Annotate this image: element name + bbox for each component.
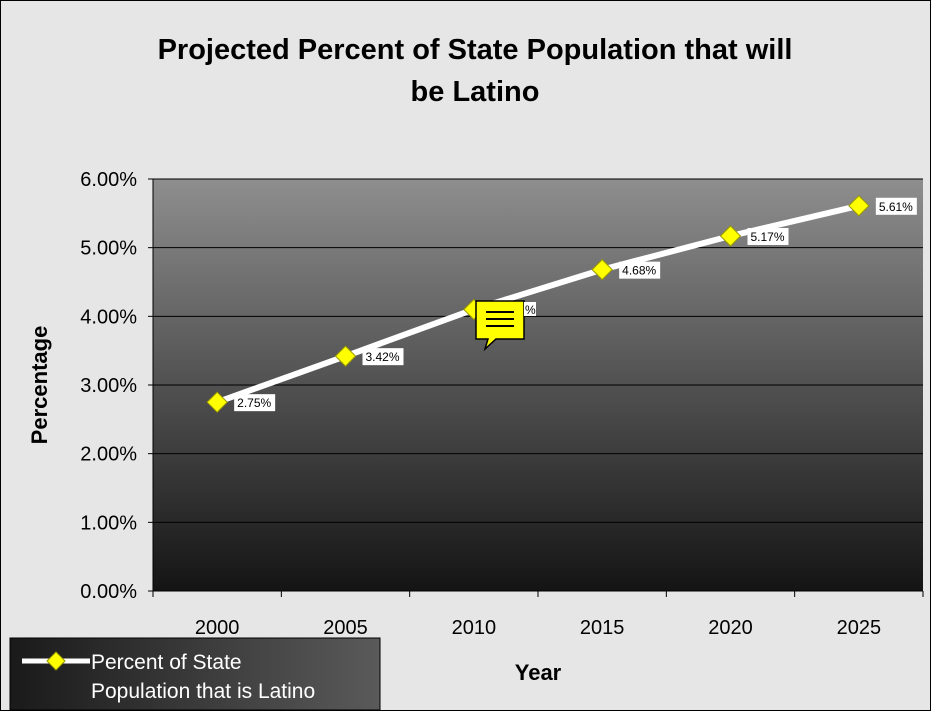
chart-title-line1: Projected Percent of State Population th… (158, 34, 793, 66)
y-tick-label: 3.00% (80, 375, 137, 397)
y-tick-label: 6.00% (80, 169, 137, 191)
x-tick-label: 2005 (323, 617, 368, 639)
y-axis-ticks: 0.00% 1.00% 2.00% 3.00% 4.00% 5.00% 6.00% (80, 169, 153, 603)
x-tick-label: 2020 (708, 617, 753, 639)
legend-marker-swatch (46, 651, 66, 671)
chart-title-line2: be Latino (411, 76, 540, 108)
series-group: 2.75% 3.42% 4.68% 5.17% 5.61% (206, 195, 917, 413)
data-point-marker (334, 345, 357, 367)
data-label: 5.61% (879, 200, 913, 214)
x-tick-label: 2015 (580, 617, 625, 639)
y-tick-label: 2.00% (80, 444, 137, 466)
data-label-box (234, 394, 276, 412)
data-label-box (747, 227, 789, 245)
data-label-box (362, 348, 404, 366)
data-label: 4.68% (622, 264, 656, 278)
data-label-box (619, 261, 661, 279)
data-point-marker (591, 258, 613, 281)
legend-label-line1: Percent of State (91, 651, 242, 674)
y-tick-label: 1.00% (80, 512, 137, 534)
y-tick-label: 5.00% (80, 238, 137, 260)
y-tick-label: 4.00% (80, 306, 137, 328)
data-point-marker (848, 195, 870, 217)
x-tick-label: 2025 (837, 617, 882, 639)
comment-label-box (524, 302, 536, 316)
data-point-marker (206, 391, 228, 413)
x-tick-label: 2000 (195, 617, 240, 639)
legend: Percent of State Population that is Lati… (9, 637, 381, 711)
comment-label: % (525, 303, 536, 317)
gridlines (153, 178, 923, 523)
data-label: 2.75% (237, 396, 271, 410)
data-label: 5.17% (751, 230, 785, 244)
y-axis-label: Percentage (27, 326, 52, 445)
data-label: 3.42% (366, 350, 400, 364)
data-label-box (875, 197, 917, 215)
x-tick-label: 2010 (452, 617, 497, 639)
x-axis-ticks: 2000 2005 2010 2015 2020 2025 (152, 591, 924, 639)
legend-box (9, 637, 381, 711)
x-axis-label: Year (515, 660, 562, 685)
data-point-marker (719, 225, 742, 247)
y-tick-label: 0.00% (80, 581, 137, 603)
legend-label-line2: Population that is Latino (91, 680, 315, 703)
